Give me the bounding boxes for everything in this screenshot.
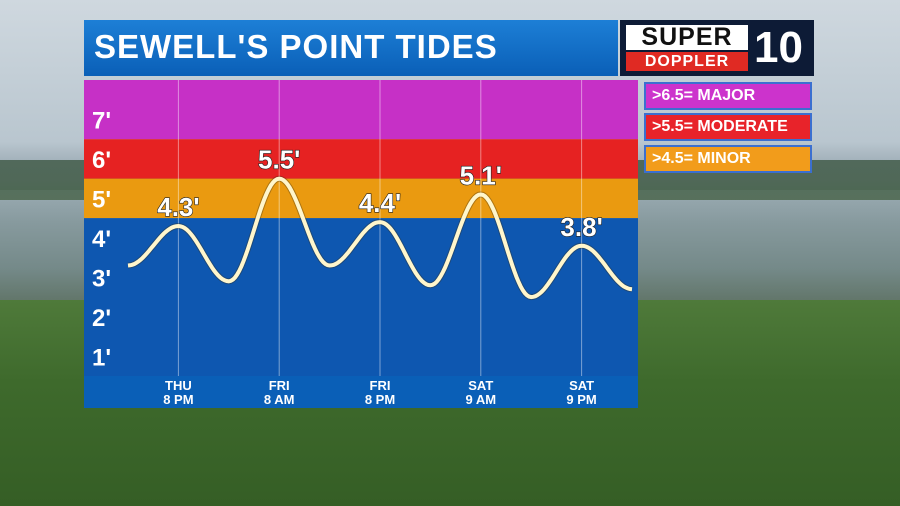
x-tick-day: FRI (269, 378, 290, 393)
peak-label: 5.1' (460, 160, 502, 190)
y-tick-label: 1' (92, 344, 111, 371)
peak-label: 4.4' (359, 188, 401, 218)
logo-line1: SUPER (626, 25, 748, 50)
legend-item-moderate: >5.5= MODERATE (644, 113, 812, 141)
chart-title: SEWELL'S POINT TIDES (94, 28, 498, 65)
x-tick-time: 8 AM (264, 392, 295, 407)
x-tick-time: 9 AM (466, 392, 497, 407)
y-tick-label: 6' (92, 147, 111, 174)
peak-label: 5.5' (258, 145, 300, 175)
station-logo: SUPER DOPPLER 10 (620, 20, 814, 76)
legend-item-minor: >4.5= MINOR (644, 145, 812, 173)
x-tick-time: 8 PM (365, 392, 395, 407)
title-bar: SEWELL'S POINT TIDES (84, 20, 618, 76)
x-tick-time: 8 PM (163, 392, 193, 407)
y-tick-label: 7' (92, 107, 111, 134)
y-tick-label: 5' (92, 186, 111, 213)
y-tick-label: 3' (92, 265, 111, 292)
x-tick-day: FRI (370, 378, 391, 393)
logo-channel: 10 (754, 23, 803, 72)
band-major (84, 80, 638, 140)
band-moderate (84, 139, 638, 179)
x-tick-day: SAT (569, 378, 594, 393)
x-tick-day: THU (165, 378, 192, 393)
x-axis-bar (84, 376, 638, 408)
logo-line2: DOPPLER (626, 52, 748, 71)
x-tick-day: SAT (468, 378, 493, 393)
tide-curve (127, 176, 633, 300)
legend-item-major: >6.5= MAJOR (644, 82, 812, 110)
y-tick-label: 4' (92, 226, 111, 253)
peak-label: 4.3' (157, 192, 199, 222)
tide-chart: 1' 2' 3' 4' 5' 6' 7' THU 8 PM FRI 8 AM FRI 8 PM SAT 9 … (84, 80, 638, 408)
y-tick-label: 2' (92, 305, 111, 332)
band-normal (84, 218, 638, 376)
peak-label: 3.8' (560, 212, 602, 242)
band-minor (84, 178, 638, 219)
x-tick-time: 9 PM (566, 392, 596, 407)
